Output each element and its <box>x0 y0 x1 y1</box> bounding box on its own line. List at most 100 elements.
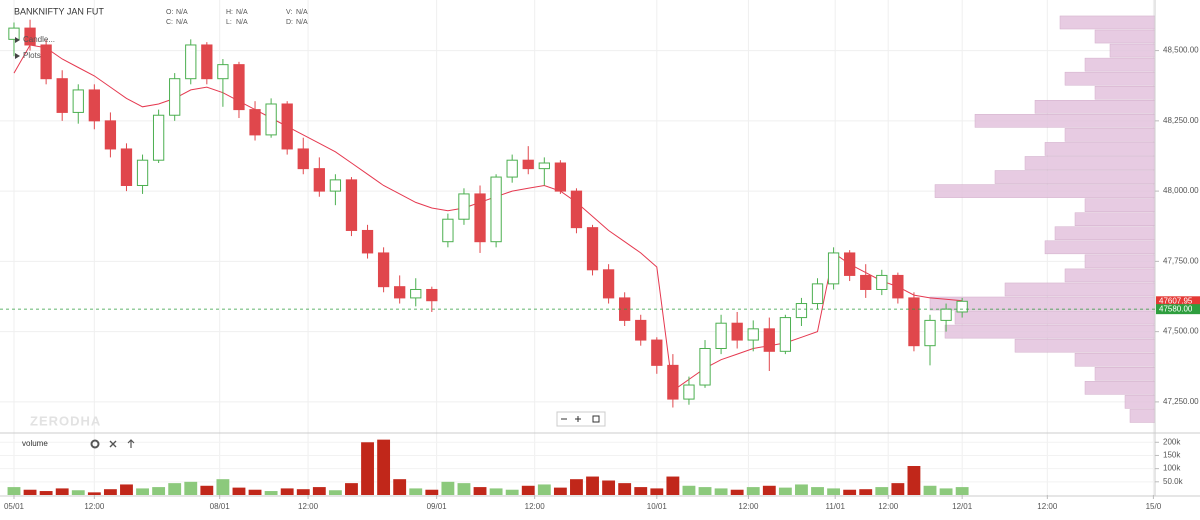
profile-bar <box>1044 142 1156 156</box>
candle-body <box>249 109 261 136</box>
y-tick-label: 200k <box>1163 437 1181 446</box>
volume-bar <box>489 488 503 495</box>
candle-body <box>136 159 149 186</box>
x-tick-label: 12:00 <box>525 502 546 511</box>
profile-bar <box>1034 100 1156 114</box>
volume-bar <box>425 489 439 495</box>
candle-body <box>506 159 518 178</box>
settings-icon[interactable] <box>90 439 100 449</box>
volume-bar <box>296 489 310 495</box>
x-tick-label: 12:00 <box>298 502 319 511</box>
volume-bar <box>843 489 857 495</box>
legend-item[interactable]: Candle... <box>23 35 55 44</box>
volume-bar <box>441 481 455 495</box>
y-tick-label: 48,250.00 <box>1163 116 1199 125</box>
volume-bar <box>248 489 262 495</box>
legend-toggle[interactable] <box>15 37 20 43</box>
candle-body <box>860 274 872 290</box>
candle-body <box>940 308 952 321</box>
grid-layer <box>0 0 1155 495</box>
volume-bar <box>457 483 471 495</box>
volume-bar <box>23 489 37 495</box>
volume-bar <box>827 488 841 495</box>
candle-body <box>747 328 759 341</box>
profile-bar <box>1129 409 1156 423</box>
volume-bar <box>714 488 728 495</box>
zoom-in[interactable] <box>575 416 581 422</box>
volume-bar <box>200 485 214 495</box>
profile-bar <box>1024 156 1156 170</box>
candle-body <box>635 319 647 341</box>
x-tick-label: 05/01 <box>4 502 25 511</box>
field-value: N/A <box>296 19 308 26</box>
volume-bar <box>184 481 198 495</box>
volume-bar <box>168 483 182 495</box>
volume-bar <box>152 487 166 495</box>
candle-body <box>715 322 727 349</box>
y-tick-label: 47,250.00 <box>1163 397 1199 406</box>
profile-bar <box>1109 43 1156 58</box>
candle-body <box>924 319 936 347</box>
candle-body <box>426 288 438 302</box>
volume-bar <box>328 490 342 495</box>
volume-bar <box>361 442 374 495</box>
profile-bar <box>1084 381 1156 395</box>
profile-bar <box>1074 212 1156 226</box>
volume-bar <box>666 476 680 495</box>
profile-bar <box>944 324 1156 339</box>
volume-bar <box>762 485 776 495</box>
profile-bar <box>1064 268 1156 283</box>
close-icon[interactable] <box>109 440 117 448</box>
candle-body <box>731 322 743 341</box>
candle-body <box>570 190 583 229</box>
candle-body <box>892 274 904 299</box>
volume-bar <box>39 491 53 495</box>
candle-body <box>104 120 117 150</box>
move-up-icon[interactable] <box>127 439 135 448</box>
profile-bar <box>1094 85 1156 100</box>
fit-screen[interactable] <box>592 415 600 423</box>
legend-item[interactable]: Plots <box>23 51 41 60</box>
profile-bar <box>1054 226 1156 241</box>
volume-bar <box>473 487 487 495</box>
candle-body <box>313 168 325 192</box>
volume-bar <box>682 485 696 495</box>
x-tick-label: 09/01 <box>427 502 448 511</box>
candle-body <box>329 179 342 192</box>
volume-bar <box>570 479 583 495</box>
volume-bar <box>778 487 792 495</box>
x-tick-label: 12:00 <box>84 502 105 511</box>
volume-bar <box>907 466 921 495</box>
legend-toggle[interactable] <box>15 53 20 59</box>
volume-bar <box>618 483 632 495</box>
profile-bar <box>1084 198 1156 212</box>
candle-body <box>72 89 84 113</box>
candle-body <box>538 162 550 170</box>
volume-bar <box>746 487 760 495</box>
candle-body <box>474 193 486 243</box>
field-key: L: <box>226 19 232 26</box>
price-tag <box>1156 296 1200 307</box>
field-key: D: <box>286 19 293 26</box>
x-tick-label: 12:00 <box>878 502 899 511</box>
candle-body <box>956 300 968 313</box>
volume-bar <box>955 487 969 495</box>
candle-body <box>40 44 52 80</box>
profile-bar <box>1074 352 1156 367</box>
volume-bar <box>875 487 889 495</box>
volume-bar <box>103 489 117 495</box>
profile-bar <box>1124 395 1156 409</box>
volume-bar <box>345 483 358 495</box>
volume-bar <box>939 488 953 495</box>
candle-body <box>811 283 824 305</box>
volume-bar <box>521 485 535 495</box>
profile-bar <box>1059 15 1156 30</box>
volume-bar <box>312 487 326 495</box>
candle-body <box>554 162 567 192</box>
candle-body <box>602 269 615 299</box>
volume-bar <box>232 487 246 495</box>
volume-bar <box>795 484 808 495</box>
profile-bar <box>1094 29 1156 44</box>
candle-body <box>56 78 68 113</box>
volume-bar <box>280 488 294 495</box>
